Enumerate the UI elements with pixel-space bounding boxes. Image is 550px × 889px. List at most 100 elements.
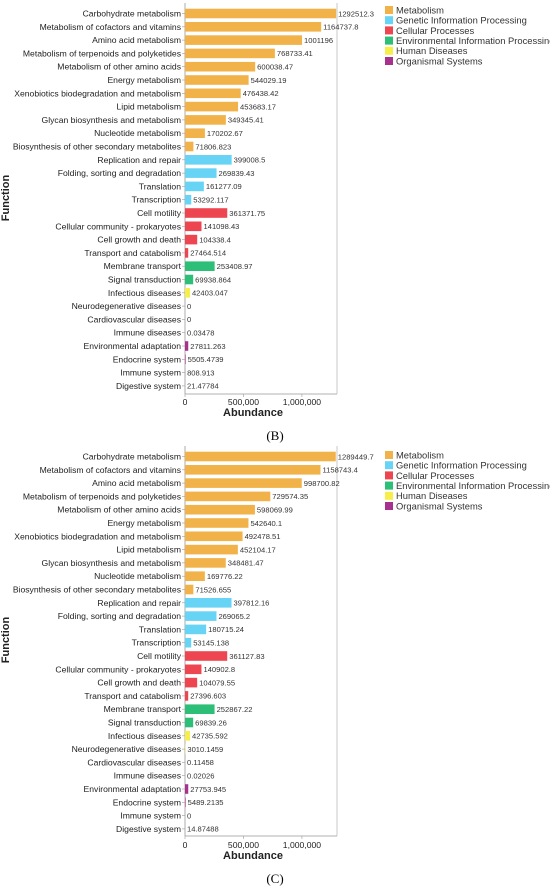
legend-swatch bbox=[385, 6, 393, 14]
category-label: Neurodegenerative diseases bbox=[72, 744, 181, 754]
bar bbox=[185, 248, 189, 258]
category-label: Metabolism of cofactors and vitamins bbox=[40, 22, 181, 32]
data-label: 5505.4739 bbox=[188, 355, 224, 364]
data-label: 1164737.8 bbox=[323, 23, 358, 32]
category-label: Nucleotide metabolism bbox=[94, 571, 181, 581]
bar bbox=[185, 784, 189, 794]
category-label: Cardiovascular diseases bbox=[87, 314, 181, 324]
legend-label: Metabolism bbox=[396, 4, 444, 15]
data-label: 0.02026 bbox=[187, 772, 214, 781]
category-label: Transport and catabolism bbox=[84, 248, 181, 258]
bar bbox=[185, 691, 189, 701]
bar bbox=[185, 611, 217, 621]
legend-label: Organismal Systems bbox=[396, 500, 483, 511]
panel-label: (C) bbox=[266, 871, 283, 886]
chart-panel-b: Carbohydrate metabolism 1292512.3 Metaboli… bbox=[0, 3, 550, 443]
data-label: 42735.592 bbox=[192, 732, 228, 741]
data-label: 104079.55 bbox=[199, 678, 235, 687]
data-label: 768733.41 bbox=[277, 49, 313, 58]
legend-label: Human Diseases bbox=[396, 490, 468, 501]
category-label: Xenobiotics biodegradation and metabolis… bbox=[14, 531, 181, 541]
bar bbox=[185, 128, 205, 138]
x-tick-label: 1,000,000 bbox=[283, 397, 321, 407]
data-label: 361371.75 bbox=[229, 209, 265, 218]
data-label: 140902.8 bbox=[203, 665, 235, 674]
bar bbox=[185, 35, 303, 45]
legend-label: Organismal Systems bbox=[396, 55, 483, 66]
data-label: 161277.09 bbox=[206, 182, 242, 191]
bar bbox=[185, 797, 186, 808]
panel-label: (B) bbox=[266, 428, 283, 443]
data-label: 269839.43 bbox=[219, 169, 255, 178]
bar bbox=[185, 731, 190, 741]
legend-swatch bbox=[385, 46, 393, 55]
bar bbox=[185, 221, 202, 232]
category-label: Metabolism of terpenoids and polyketides bbox=[23, 48, 181, 58]
category-label: Infectious diseases bbox=[108, 288, 181, 298]
data-label: 453683.17 bbox=[240, 102, 276, 111]
category-label: Carbohydrate metabolism bbox=[83, 9, 181, 19]
category-label: Cellular community - prokaryotes bbox=[55, 221, 181, 231]
bar bbox=[185, 478, 302, 488]
category-label: Membrane transport bbox=[104, 261, 182, 271]
data-label: 598069.99 bbox=[257, 506, 293, 515]
category-label: Translation bbox=[139, 181, 181, 191]
data-label: 42403.047 bbox=[192, 289, 228, 298]
bar bbox=[185, 341, 189, 351]
bar bbox=[185, 558, 226, 568]
data-label: 0 bbox=[187, 302, 191, 311]
category-label: Immune system bbox=[120, 811, 181, 821]
category-label: Digestive system bbox=[116, 824, 181, 834]
category-label: Immune diseases bbox=[114, 328, 181, 338]
bar bbox=[185, 155, 232, 165]
bar bbox=[185, 208, 228, 218]
chart-panel-c: Carbohydrate metabolism 1289449.7 Metaboli… bbox=[0, 446, 550, 886]
data-label: 452104.17 bbox=[240, 545, 276, 554]
legend-label: Cellular Processes bbox=[396, 470, 474, 481]
legend-label: Environmental Information Processing bbox=[396, 35, 550, 46]
data-label: 253408.97 bbox=[217, 262, 253, 271]
data-label: 27811.263 bbox=[190, 342, 225, 351]
category-label: Metabolism of cofactors and vitamins bbox=[40, 465, 181, 475]
bar bbox=[185, 75, 249, 85]
category-label: Metabolism of other amino acids bbox=[57, 62, 181, 72]
legend-label: Genetic Information Processing bbox=[396, 460, 527, 471]
data-label: 808.913 bbox=[187, 368, 214, 377]
data-label: 69839.26 bbox=[195, 718, 227, 727]
legend-swatch bbox=[385, 57, 393, 65]
category-label: Amino acid metabolism bbox=[92, 35, 181, 45]
category-label: Neurodegenerative diseases bbox=[72, 301, 181, 311]
legend-swatch bbox=[385, 16, 393, 25]
category-label: Transcription bbox=[132, 638, 182, 648]
category-label: Environmental adaptation bbox=[84, 784, 182, 794]
category-label: Biosynthesis of other secondary metaboli… bbox=[13, 142, 181, 152]
category-label: Xenobiotics biodegradation and metabolis… bbox=[14, 88, 181, 98]
data-label: 169776.22 bbox=[207, 572, 243, 581]
bar bbox=[185, 8, 337, 19]
data-label: 0.11458 bbox=[187, 758, 214, 767]
data-label: 399008.5 bbox=[234, 156, 266, 165]
category-label: Lipid metabolism bbox=[117, 545, 181, 555]
bar bbox=[185, 261, 215, 271]
category-label: Metabolism of other amino acids bbox=[57, 505, 181, 515]
bar bbox=[185, 651, 228, 661]
legend-label: Human Diseases bbox=[396, 45, 468, 56]
data-label: 269065.2 bbox=[218, 612, 250, 621]
y-axis-title: Function bbox=[0, 175, 12, 222]
data-label: 27753.945 bbox=[190, 785, 226, 794]
category-label: Cell growth and death bbox=[97, 678, 181, 688]
data-label: 542640.1 bbox=[250, 519, 282, 528]
data-label: 998700.82 bbox=[304, 479, 340, 488]
data-label: 0 bbox=[187, 315, 191, 324]
data-label: 476438.42 bbox=[243, 89, 279, 98]
category-label: Lipid metabolism bbox=[117, 102, 181, 112]
data-label: 14.87488 bbox=[187, 825, 219, 834]
category-label: Signal transduction bbox=[108, 718, 181, 728]
category-label: Membrane transport bbox=[104, 704, 182, 714]
bar bbox=[185, 48, 275, 59]
x-tick-label: 0 bbox=[183, 840, 188, 850]
legend-label: Environmental Information Processing bbox=[396, 480, 550, 491]
category-label: Glycan biosynthesis and metabolism bbox=[42, 558, 181, 568]
data-label: 27396.603 bbox=[190, 692, 226, 701]
